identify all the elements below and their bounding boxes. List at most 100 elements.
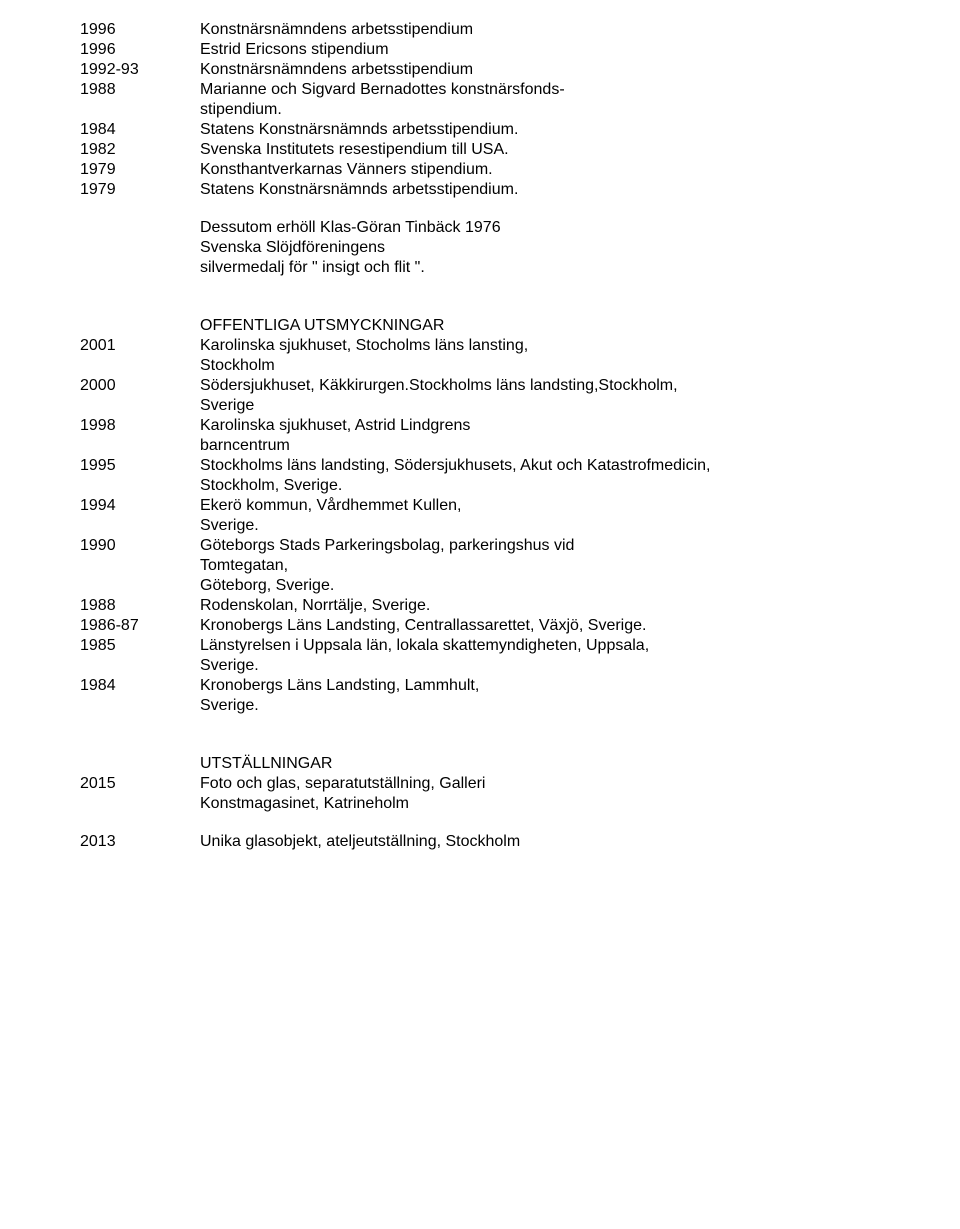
year: 2015 — [80, 774, 200, 794]
entry-text: Kronobergs Läns Landsting, Lammhult, — [200, 676, 880, 696]
entry-text: Länstyrelsen i Uppsala län, lokala skatt… — [200, 636, 880, 656]
year: 1988 — [80, 596, 200, 616]
list-row: 1979 Statens Konstnärsnämnds arbetsstipe… — [80, 180, 880, 200]
list-row: 2001 Karolinska sjukhuset, Stocholms län… — [80, 336, 880, 356]
list-row: Sverige — [80, 396, 880, 416]
year — [80, 516, 200, 536]
entry-text: Estrid Ericsons stipendium — [200, 40, 880, 60]
year: 1982 — [80, 140, 200, 160]
year: 2013 — [80, 832, 200, 852]
stipendium-section: 1996 Konstnärsnämndens arbetsstipendium … — [80, 20, 880, 200]
entry-text: stipendium. — [200, 100, 880, 120]
entry-text: Konstnärsnämndens arbetsstipendium — [200, 60, 880, 80]
entry-text: Rodenskolan, Norrtälje, Sverige. — [200, 596, 880, 616]
year: 1996 — [80, 40, 200, 60]
entry-text: Göteborg, Sverige. — [200, 576, 880, 596]
entry-text: Unika glasobjekt, ateljeutställning, Sto… — [200, 832, 880, 852]
year — [80, 794, 200, 814]
year — [80, 656, 200, 676]
year: 1990 — [80, 536, 200, 556]
note-block: Dessutom erhöll Klas-Göran Tinbäck 1976 … — [200, 218, 880, 278]
list-row: 1986-87 Kronobergs Läns Landsting, Centr… — [80, 616, 880, 636]
entry-text: Svenska Institutets resestipendium till … — [200, 140, 880, 160]
entry-text: Södersjukhuset, Käkkirurgen.Stockholms l… — [200, 376, 880, 396]
entry-text: Sverige. — [200, 656, 880, 676]
year — [80, 556, 200, 576]
entry-text: Karolinska sjukhuset, Stocholms läns lan… — [200, 336, 880, 356]
year: 2000 — [80, 376, 200, 396]
list-row: 1985 Länstyrelsen i Uppsala län, lokala … — [80, 636, 880, 656]
entry-text: Sverige. — [200, 696, 880, 716]
document-page: 1996 Konstnärsnämndens arbetsstipendium … — [0, 0, 960, 892]
utstallningar-section: UTSTÄLLNINGAR 2015 Foto och glas, separa… — [80, 754, 880, 852]
list-row: stipendium. — [80, 100, 880, 120]
note-line: Dessutom erhöll Klas-Göran Tinbäck 1976 — [200, 218, 880, 238]
year: 1998 — [80, 416, 200, 436]
year — [80, 696, 200, 716]
year: 1996 — [80, 20, 200, 40]
year: 1988 — [80, 80, 200, 100]
entry-text: Marianne och Sigvard Bernadottes konstnä… — [200, 80, 880, 100]
list-row: Stockholm, Sverige. — [80, 476, 880, 496]
list-row: 1992-93 Konstnärsnämndens arbetsstipendi… — [80, 60, 880, 80]
list-row: 1988 Marianne och Sigvard Bernadottes ko… — [80, 80, 880, 100]
year: 1995 — [80, 456, 200, 476]
list-row: 1990 Göteborgs Stads Parkeringsbolag, pa… — [80, 536, 880, 556]
section-heading: OFFENTLIGA UTSMYCKNINGAR — [200, 316, 880, 336]
list-row: 2015 Foto och glas, separatutställning, … — [80, 774, 880, 794]
entry-text: Sverige. — [200, 516, 880, 536]
entry-text: Statens Konstnärsnämnds arbetsstipendium… — [200, 120, 880, 140]
year: 1979 — [80, 180, 200, 200]
year: 1986-87 — [80, 616, 200, 636]
list-row: Tomtegatan, — [80, 556, 880, 576]
year: 1994 — [80, 496, 200, 516]
list-row: 2000 Södersjukhuset, Käkkirurgen.Stockho… — [80, 376, 880, 396]
entry-text: Sverige — [200, 396, 880, 416]
list-row: 1994 Ekerö kommun, Vårdhemmet Kullen, — [80, 496, 880, 516]
list-row: 1996 Estrid Ericsons stipendium — [80, 40, 880, 60]
list-row: Sverige. — [80, 656, 880, 676]
list-row: 2013 Unika glasobjekt, ateljeutställning… — [80, 832, 880, 852]
entry-text: Göteborgs Stads Parkeringsbolag, parkeri… — [200, 536, 880, 556]
year: 1979 — [80, 160, 200, 180]
note-line: silvermedalj för " insigt och flit ". — [200, 258, 880, 278]
offentliga-section: OFFENTLIGA UTSMYCKNINGAR 2001 Karolinska… — [80, 316, 880, 716]
list-row: 1995 Stockholms läns landsting, Södersju… — [80, 456, 880, 476]
entry-text: Konsthantverkarnas Vänners stipendium. — [200, 160, 880, 180]
year — [80, 576, 200, 596]
list-row: Stockholm — [80, 356, 880, 376]
list-row: 1984 Statens Konstnärsnämnds arbetsstipe… — [80, 120, 880, 140]
year — [80, 100, 200, 120]
list-row: 1988 Rodenskolan, Norrtälje, Sverige. — [80, 596, 880, 616]
year: 1992-93 — [80, 60, 200, 80]
year — [80, 396, 200, 416]
list-row: Göteborg, Sverige. — [80, 576, 880, 596]
year: 1985 — [80, 636, 200, 656]
entry-text: Stockholm, Sverige. — [200, 476, 880, 496]
entry-text: Tomtegatan, — [200, 556, 880, 576]
list-row: 1984 Kronobergs Läns Landsting, Lammhult… — [80, 676, 880, 696]
entry-text: Konstmagasinet, Katrineholm — [200, 794, 880, 814]
entry-text: Karolinska sjukhuset, Astrid Lindgrens — [200, 416, 880, 436]
list-row: barncentrum — [80, 436, 880, 456]
list-row: Sverige. — [80, 516, 880, 536]
entry-text: Konstnärsnämndens arbetsstipendium — [200, 20, 880, 40]
year — [80, 436, 200, 456]
entry-text: Stockholm — [200, 356, 880, 376]
year: 1984 — [80, 120, 200, 140]
list-row: 1996 Konstnärsnämndens arbetsstipendium — [80, 20, 880, 40]
entry-text: barncentrum — [200, 436, 880, 456]
list-row: 1998 Karolinska sjukhuset, Astrid Lindgr… — [80, 416, 880, 436]
list-row: 1979 Konsthantverkarnas Vänners stipendi… — [80, 160, 880, 180]
year — [80, 476, 200, 496]
section-heading: UTSTÄLLNINGAR — [200, 754, 880, 774]
year: 2001 — [80, 336, 200, 356]
list-row: Sverige. — [80, 696, 880, 716]
year — [80, 356, 200, 376]
entry-text: Stockholms läns landsting, Södersjukhuse… — [200, 456, 880, 476]
entry-text: Foto och glas, separatutställning, Galle… — [200, 774, 880, 794]
note-line: Svenska Slöjdföreningens — [200, 238, 880, 258]
list-row: 1982 Svenska Institutets resestipendium … — [80, 140, 880, 160]
list-row: Konstmagasinet, Katrineholm — [80, 794, 880, 814]
entry-text: Ekerö kommun, Vårdhemmet Kullen, — [200, 496, 880, 516]
